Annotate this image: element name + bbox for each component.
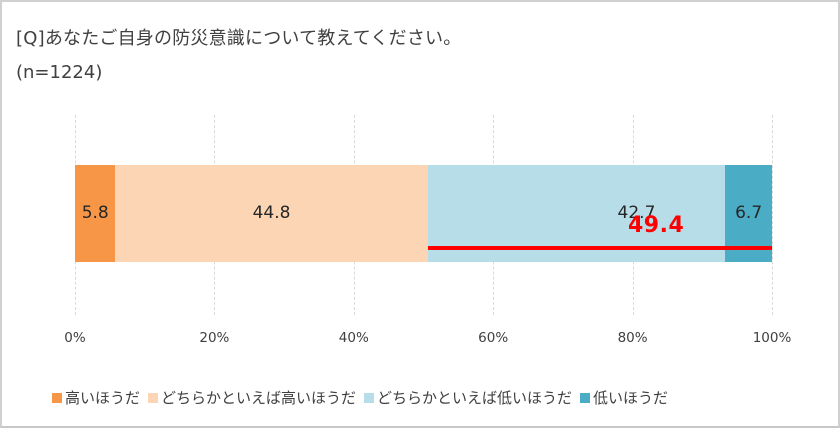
- segment-somewhat-high: 44.8: [115, 165, 428, 262]
- x-tick-label: 0%: [64, 330, 86, 346]
- segment-value-label: 6.7: [735, 202, 763, 223]
- stacked-bar: 5.8 44.8 42.7 6.7: [75, 165, 772, 262]
- legend-item: どちらかといえば低いほうだ: [364, 387, 572, 408]
- highlight-label: 49.4: [628, 213, 685, 238]
- segment-value-label: 44.8: [252, 202, 291, 223]
- segment-value-label: 42.7: [617, 202, 656, 223]
- segment-somewhat-low: 42.7: [427, 165, 726, 262]
- segment-low: 6.7: [725, 165, 772, 262]
- x-tick-label: 80%: [617, 330, 648, 346]
- legend-label: 高いほうだ: [65, 389, 141, 407]
- legend: 高いほうだ どちらかといえば高いほうだ どちらかといえば低いほうだ 低いほうだ: [52, 387, 676, 408]
- x-tick-label: 60%: [478, 330, 509, 346]
- segment-high: 5.8: [75, 165, 116, 262]
- chart-subtitle: (n=1224): [16, 62, 103, 83]
- legend-label: 低いほうだ: [593, 389, 669, 407]
- legend-swatch-icon: [580, 392, 591, 403]
- legend-label: どちらかといえば低いほうだ: [377, 389, 573, 407]
- legend-item: 高いほうだ: [52, 387, 140, 408]
- x-tick-label: 40%: [338, 330, 369, 346]
- gridline-100: [772, 115, 773, 315]
- highlight-line: [427, 246, 772, 250]
- legend-item: 低いほうだ: [580, 387, 668, 408]
- plot-area: 5.8 44.8 42.7 6.7 49.4 0% 20% 40% 60% 80% 100%: [64, 115, 791, 346]
- legend-item: どちらかといえば高いほうだ: [148, 387, 356, 408]
- segment-value-label: 5.8: [81, 202, 109, 223]
- legend-label: どちらかといえば高いほうだ: [161, 389, 357, 407]
- chart-title: [Q]あなたご自身の防災意識について教えてください。: [16, 28, 462, 49]
- legend-swatch-icon: [148, 392, 159, 403]
- legend-swatch-icon: [364, 392, 375, 403]
- legend-swatch-icon: [52, 392, 62, 403]
- x-tick-label: 100%: [752, 330, 792, 346]
- x-tick-label: 20%: [199, 330, 230, 346]
